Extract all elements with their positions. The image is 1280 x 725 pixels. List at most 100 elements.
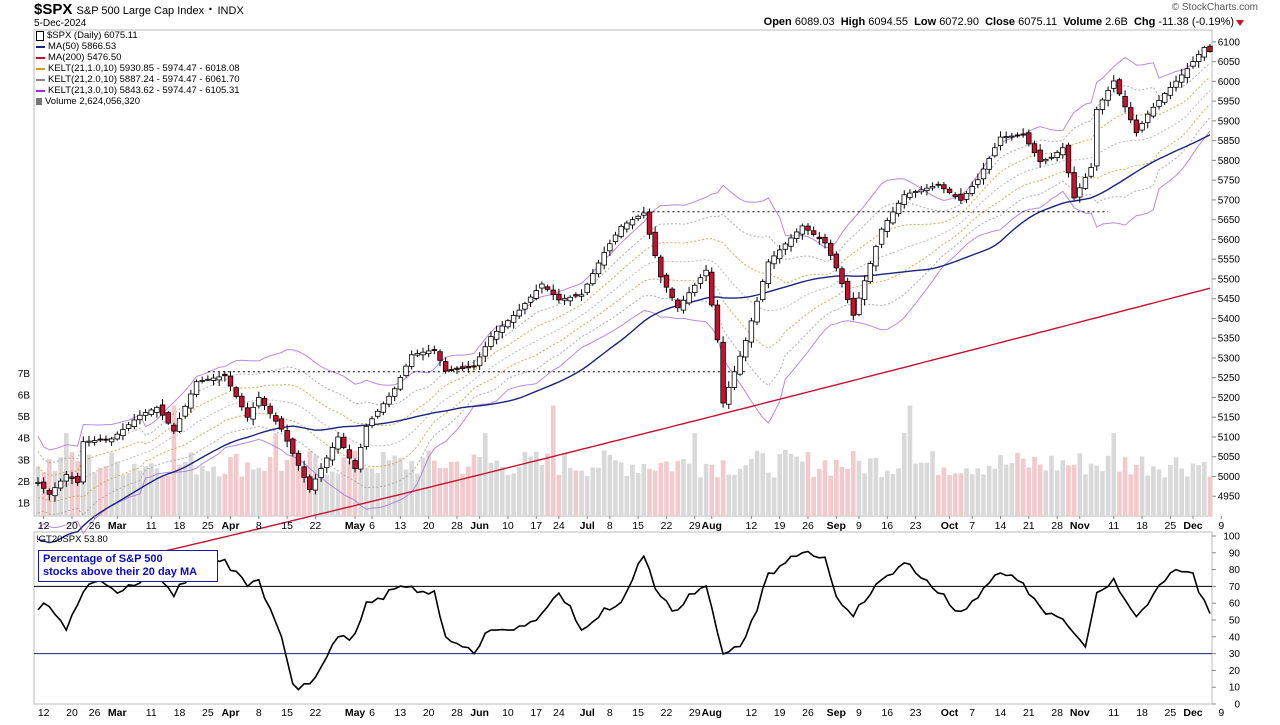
candle-body	[816, 236, 823, 240]
price-x-tick-label: 16	[881, 520, 893, 532]
candle-body	[301, 466, 307, 478]
price-x-tick-label: 26	[89, 520, 101, 532]
price-tick-label: 5300	[1218, 353, 1241, 364]
candle-body	[912, 191, 919, 193]
price-x-tick-label: 7	[969, 520, 975, 532]
volume-bar	[301, 466, 307, 516]
volume-bar	[652, 470, 658, 516]
volume-bar	[194, 474, 199, 516]
candle-body	[114, 433, 120, 440]
candle-body	[471, 365, 477, 368]
candle-body	[57, 480, 64, 489]
candle-body	[341, 436, 347, 448]
volume-bar	[641, 463, 647, 516]
volume-bar	[381, 451, 386, 516]
legend-item-kelt2: KELT(21,2.0,10) 5887.24 - 5974.47 - 6061…	[36, 74, 240, 85]
high-value: 6094.55	[868, 16, 908, 28]
volume-bar	[330, 471, 335, 516]
keltner-2-lower-line	[37, 117, 1211, 517]
volume-tick-label: 4B	[18, 434, 31, 445]
price-x-tick-label: 12	[746, 520, 758, 532]
volume-bar	[211, 466, 216, 516]
candle-body	[80, 441, 86, 483]
volume-bar	[766, 472, 771, 516]
price-x-tick-label: 15	[281, 520, 293, 532]
candle-body	[612, 234, 619, 242]
volume-bar	[1134, 464, 1139, 516]
note-line-1: Percentage of S&P 500	[43, 553, 163, 565]
volume-bar	[630, 464, 635, 516]
volume-bar	[845, 469, 850, 516]
candle-body	[658, 256, 664, 278]
price-tick-label: 5050	[1218, 452, 1241, 463]
price-x-tick-label: 8	[256, 520, 262, 532]
candle-body	[878, 228, 885, 245]
indicator-x-tick-label: 23	[910, 707, 922, 719]
price-tick-label: 6050	[1218, 57, 1241, 68]
volume-bar	[114, 461, 120, 516]
candle-body	[1184, 68, 1191, 78]
candle-body	[958, 193, 964, 201]
price-tick-label: 5150	[1218, 413, 1241, 424]
volume-bar	[1168, 464, 1173, 516]
volume-tick-label: 2B	[18, 477, 31, 488]
legend-label: MA(200) 5476.50	[48, 52, 122, 63]
price-tick-label: 5950	[1218, 97, 1241, 108]
volume-bar	[454, 461, 460, 516]
volume-bar	[1151, 466, 1156, 516]
price-x-tick-label: Aug	[702, 520, 722, 532]
indicator-note: Percentage of S&P 500 stocks above their…	[38, 550, 218, 582]
candle-body	[391, 388, 398, 397]
price-tick-label: 6000	[1218, 77, 1241, 88]
volume-bar	[369, 468, 375, 516]
indicator-x-tick-label: Nov	[1070, 707, 1090, 719]
price-x-tick-label: 18	[1136, 520, 1148, 532]
candle-body	[375, 410, 381, 417]
low-label: Low	[914, 16, 937, 28]
volume-bar	[941, 467, 947, 516]
candle-body	[1128, 107, 1134, 121]
indicator-line	[37, 550, 1211, 691]
candle-body	[856, 297, 862, 315]
price-x-tick-label: 25	[1165, 520, 1177, 532]
volume-bar	[998, 454, 1003, 516]
candle-body	[1133, 119, 1140, 134]
legend-label: KELT(21,1.0,10) 5930.85 - 5974.47 - 6018…	[48, 63, 240, 74]
candle-body	[505, 320, 511, 328]
low-value: 6072.90	[939, 16, 979, 28]
candle-body	[273, 415, 279, 422]
candle-body	[363, 425, 370, 447]
candle-body	[1060, 147, 1066, 156]
candle-body	[833, 253, 840, 269]
volume-bar	[41, 472, 46, 516]
candle-body	[239, 395, 245, 408]
volume-bar	[545, 453, 550, 516]
volume-bar	[205, 471, 211, 516]
candle-body	[1031, 143, 1038, 154]
price-x-tick-label: 26	[802, 520, 814, 532]
volume-bar	[647, 468, 652, 516]
candle-body	[867, 263, 873, 283]
volume-bar	[743, 465, 749, 516]
volume-bar	[794, 456, 799, 516]
price-tick-label: 4950	[1218, 492, 1241, 503]
candle-body	[131, 419, 137, 428]
volume-bar	[262, 470, 267, 516]
candle-body	[1037, 149, 1043, 162]
candle-body	[731, 371, 738, 388]
watermark-logo: © StockCharts.com	[1171, 2, 1258, 13]
candle-body	[895, 202, 902, 215]
volume-bar	[1190, 463, 1196, 516]
volume-bar	[477, 456, 482, 516]
volume-bar	[1094, 465, 1100, 516]
candle-body	[963, 193, 970, 200]
candle-body	[159, 404, 166, 416]
candle-body	[720, 341, 726, 404]
volume-bar	[1071, 464, 1077, 516]
price-x-tick-label: 20	[423, 520, 435, 532]
candle-body	[52, 487, 58, 497]
candle-body	[188, 393, 194, 409]
indicator-x-tick-label: 9	[1218, 707, 1224, 719]
candle-body	[205, 378, 211, 381]
